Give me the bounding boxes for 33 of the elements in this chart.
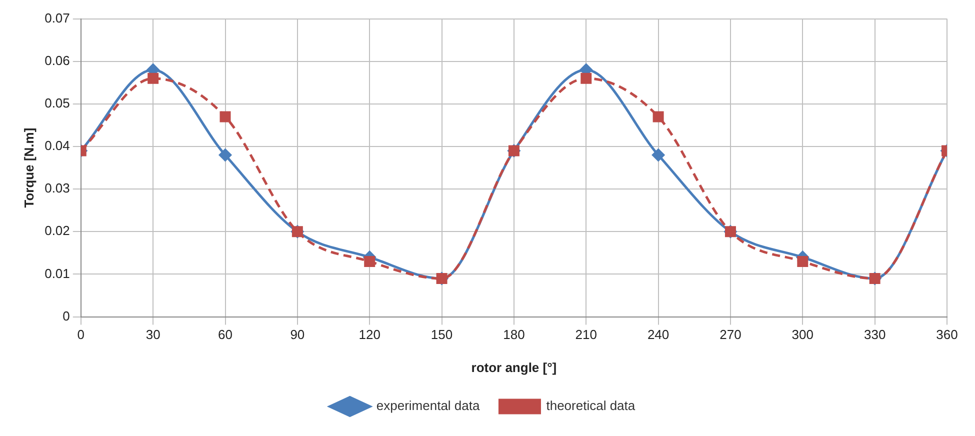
x-tick-label: 330 — [864, 327, 886, 342]
x-tick-label: 90 — [290, 327, 305, 342]
legend-label: theoretical data — [546, 398, 636, 414]
y-tick-label: 0.07 — [44, 10, 70, 26]
point — [220, 111, 231, 122]
x-tick-label: 270 — [720, 327, 742, 342]
y-tick-label: 0 — [62, 308, 70, 324]
x-tick-label: 150 — [430, 327, 453, 342]
y-tick-label: 0.06 — [44, 52, 70, 68]
point — [219, 148, 232, 162]
x-tick-label: 300 — [792, 327, 814, 342]
x-axis-title: rotor angle [°] — [471, 360, 557, 375]
x-tick-label: 360 — [936, 327, 958, 342]
point — [652, 111, 664, 122]
point — [797, 256, 808, 267]
point — [580, 72, 592, 84]
y-tick-label: 0.04 — [44, 138, 70, 154]
y-tick-label: 0.01 — [44, 266, 70, 281]
point — [652, 148, 665, 162]
y-tick-label: 0.03 — [44, 180, 70, 196]
x-tick-label: 210 — [575, 327, 597, 342]
x-tick-label: 0 — [77, 327, 85, 342]
x-tick-label: 120 — [358, 327, 380, 342]
legend-label: experimental data — [376, 398, 480, 414]
x-tick-label: 30 — [146, 327, 160, 342]
x-tick-label: 180 — [503, 327, 525, 342]
x-tick-label: 60 — [218, 327, 232, 342]
point — [148, 72, 159, 84]
y-axis-title: Torque [N.m] — [21, 128, 36, 208]
x-tick-label: 240 — [647, 327, 670, 342]
y-tick-label: 0.02 — [44, 223, 70, 238]
point — [364, 256, 376, 267]
y-tick-label: 0.05 — [44, 96, 70, 111]
